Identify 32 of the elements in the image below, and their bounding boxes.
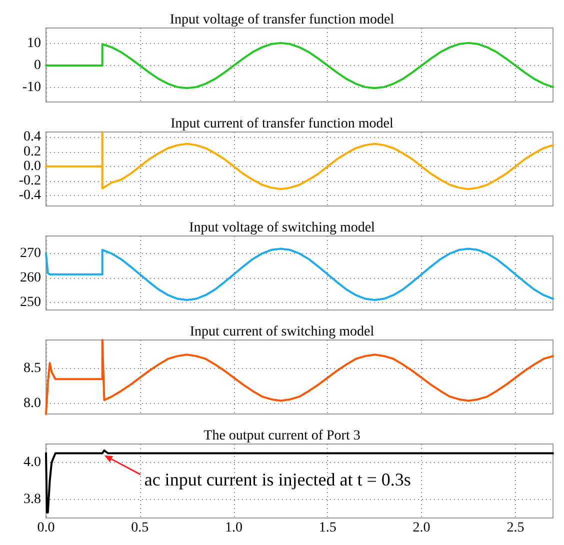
chart-title: Input current of switching model [190, 324, 374, 340]
chart-title: Input current of transfer function model [170, 116, 394, 132]
x-tick-label: 2.0 [412, 520, 430, 536]
y-tick-label: 270 [20, 246, 41, 262]
line-series [45, 339, 554, 415]
y-tick-label: -10 [22, 80, 41, 96]
line-series [45, 131, 554, 190]
x-tick-label: 2.5 [506, 520, 524, 536]
chart-title: Input voltage of switching model [189, 220, 376, 236]
y-tick-label: 0 [34, 58, 41, 74]
x-tick-label: 0.5 [131, 520, 149, 536]
y-tick-label: 0.4 [24, 130, 41, 145]
y-tick-label: 0.0 [24, 158, 41, 174]
y-tick-label: 3.8 [24, 492, 41, 507]
x-tick-label: 1.5 [318, 520, 336, 536]
y-tick-label: 10 [27, 36, 41, 52]
annotation: ac input current is injected at t = 0.3s [144, 469, 411, 490]
y-tick-label: 260 [20, 270, 41, 286]
chart-title: Input voltage of transfer function model [170, 12, 394, 28]
line-series [45, 248, 554, 301]
y-tick-label: 4.0 [24, 455, 41, 470]
y-tick-label: -0.4 [18, 188, 41, 204]
y-tick-label: 8.5 [24, 361, 41, 376]
y-tick-label: 8.0 [24, 396, 41, 412]
chart-title: The output current of Port 3 [204, 428, 360, 444]
x-tick-label: 1.0 [225, 520, 243, 536]
x-tick-label: 0.0 [37, 520, 55, 536]
y-tick-label: 250 [20, 294, 41, 310]
y-tick-label: -0.2 [18, 174, 41, 189]
line-series [45, 42, 554, 90]
line-series [45, 449, 554, 514]
y-tick-label: 0.2 [24, 144, 41, 160]
